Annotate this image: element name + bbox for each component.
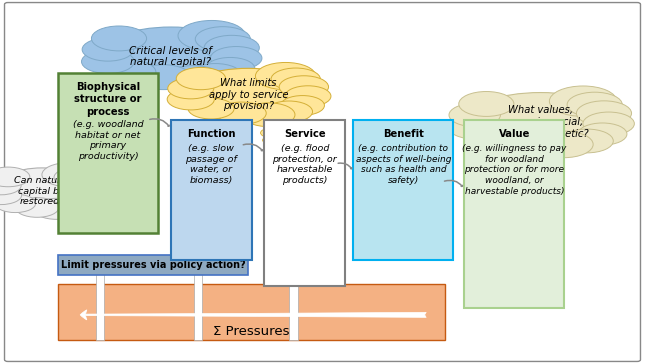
- Text: Can natural
capital be
restored?: Can natural capital be restored?: [14, 176, 70, 206]
- Ellipse shape: [204, 35, 259, 60]
- Circle shape: [261, 129, 275, 137]
- FancyBboxPatch shape: [58, 255, 248, 275]
- Ellipse shape: [577, 101, 631, 126]
- Circle shape: [264, 144, 272, 149]
- Ellipse shape: [567, 92, 622, 117]
- Text: Value: Value: [499, 129, 530, 139]
- FancyBboxPatch shape: [58, 284, 445, 340]
- Ellipse shape: [97, 27, 245, 86]
- Text: (e.g. flood
protection, or
harvestable
products): (e.g. flood protection, or harvestable p…: [272, 144, 337, 185]
- Ellipse shape: [164, 66, 223, 92]
- Ellipse shape: [0, 168, 90, 214]
- Ellipse shape: [188, 98, 234, 119]
- Circle shape: [263, 137, 273, 143]
- Ellipse shape: [472, 126, 524, 149]
- FancyBboxPatch shape: [58, 73, 158, 233]
- Ellipse shape: [178, 20, 245, 51]
- Ellipse shape: [210, 47, 262, 70]
- Ellipse shape: [449, 103, 501, 127]
- Text: Critical levels of
natural capital?: Critical levels of natural capital?: [130, 46, 212, 67]
- Circle shape: [491, 162, 506, 170]
- Text: What limits
apply to service
provision?: What limits apply to service provision?: [208, 78, 288, 111]
- Circle shape: [63, 221, 75, 227]
- Text: (e.g. contribution to
aspects of well-being
such as health and
safety): (e.g. contribution to aspects of well-be…: [355, 144, 452, 185]
- Ellipse shape: [578, 123, 627, 145]
- Text: Biophysical
structure or
process: Biophysical structure or process: [74, 82, 142, 117]
- FancyBboxPatch shape: [264, 120, 345, 286]
- Text: (e.g. woodland
habitat or net
primary
productivity): (e.g. woodland habitat or net primary pr…: [73, 120, 143, 161]
- Ellipse shape: [505, 130, 561, 155]
- Ellipse shape: [550, 86, 617, 116]
- Ellipse shape: [64, 183, 104, 202]
- Text: Service: Service: [284, 129, 326, 139]
- Circle shape: [495, 176, 502, 180]
- Ellipse shape: [0, 194, 35, 213]
- Ellipse shape: [463, 92, 618, 151]
- Ellipse shape: [92, 26, 146, 51]
- Ellipse shape: [217, 102, 266, 124]
- FancyBboxPatch shape: [464, 120, 564, 308]
- Text: Benefit: Benefit: [383, 129, 424, 139]
- Text: Limit pressures via policy action?: Limit pressures via policy action?: [61, 260, 246, 270]
- Ellipse shape: [189, 64, 242, 87]
- Ellipse shape: [534, 131, 593, 158]
- Circle shape: [493, 169, 504, 175]
- Ellipse shape: [265, 101, 313, 122]
- Text: (e.g. slow
passage of
water, or
biomass): (e.g. slow passage of water, or biomass): [185, 144, 237, 185]
- Ellipse shape: [281, 96, 324, 115]
- FancyBboxPatch shape: [171, 120, 252, 260]
- FancyBboxPatch shape: [95, 267, 104, 340]
- Circle shape: [134, 116, 143, 122]
- Ellipse shape: [271, 68, 321, 90]
- Ellipse shape: [168, 78, 213, 99]
- Text: What values,
economic, social,
moral or aesthetic?: What values, economic, social, moral or …: [492, 105, 589, 139]
- Text: (e.g. willingness to pay
for woodland
protection or for more
woodland, or
harves: (e.g. willingness to pay for woodland pr…: [462, 144, 566, 196]
- Circle shape: [132, 107, 145, 115]
- Ellipse shape: [279, 76, 328, 98]
- Polygon shape: [286, 255, 301, 267]
- Text: Σ Pressures: Σ Pressures: [213, 325, 290, 338]
- Ellipse shape: [176, 67, 226, 90]
- Ellipse shape: [195, 27, 250, 52]
- Ellipse shape: [81, 50, 134, 74]
- Ellipse shape: [82, 38, 134, 61]
- Ellipse shape: [448, 115, 501, 139]
- FancyBboxPatch shape: [5, 3, 640, 361]
- Polygon shape: [93, 255, 107, 267]
- Ellipse shape: [459, 91, 514, 116]
- Ellipse shape: [561, 129, 613, 153]
- Ellipse shape: [104, 60, 156, 84]
- Ellipse shape: [0, 177, 21, 195]
- Ellipse shape: [583, 112, 634, 135]
- Ellipse shape: [61, 192, 100, 209]
- Ellipse shape: [136, 65, 191, 90]
- Ellipse shape: [54, 167, 97, 187]
- FancyBboxPatch shape: [353, 120, 453, 260]
- Ellipse shape: [60, 174, 103, 194]
- Text: Function: Function: [187, 129, 235, 139]
- Ellipse shape: [33, 198, 80, 219]
- FancyBboxPatch shape: [194, 267, 203, 340]
- Ellipse shape: [206, 58, 255, 80]
- Ellipse shape: [0, 167, 30, 187]
- Ellipse shape: [50, 197, 92, 215]
- Ellipse shape: [0, 186, 22, 205]
- Ellipse shape: [167, 89, 214, 110]
- Polygon shape: [191, 255, 205, 267]
- Circle shape: [130, 97, 147, 107]
- FancyBboxPatch shape: [289, 267, 298, 340]
- Ellipse shape: [42, 163, 95, 187]
- Ellipse shape: [15, 198, 59, 217]
- Ellipse shape: [285, 86, 331, 107]
- Ellipse shape: [181, 68, 316, 121]
- Circle shape: [64, 227, 74, 232]
- Ellipse shape: [243, 103, 295, 127]
- Ellipse shape: [255, 63, 316, 90]
